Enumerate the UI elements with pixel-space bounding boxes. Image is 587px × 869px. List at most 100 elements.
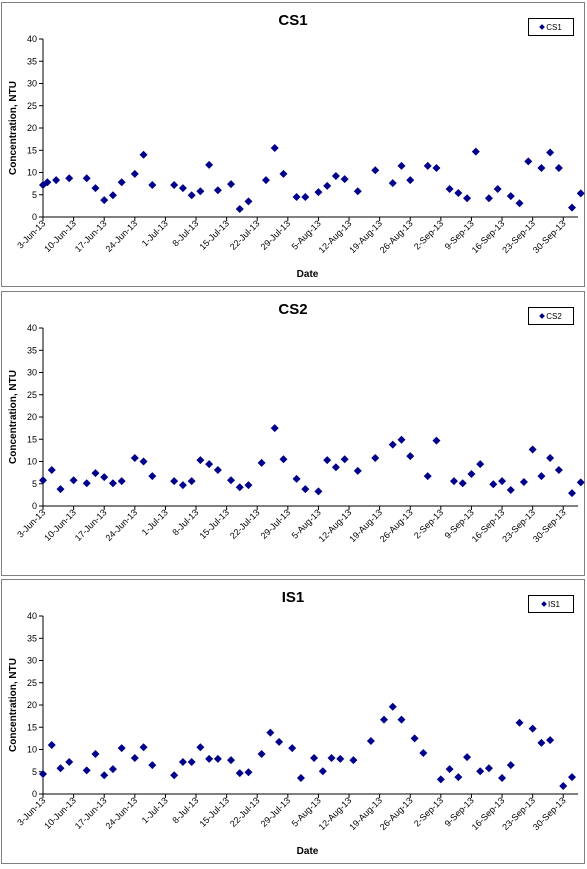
y-tick-label: 10: [27, 457, 37, 467]
data-point: [139, 150, 148, 159]
data-point: [301, 192, 310, 201]
y-tick-label: 15: [27, 722, 37, 732]
data-point: [270, 144, 279, 153]
x-tick-label: 30-Sep-13: [531, 507, 568, 544]
y-tick-label: 20: [27, 123, 37, 133]
y-tick-label: 40: [27, 611, 37, 621]
data-point: [454, 773, 463, 782]
y-tick-label: 40: [27, 34, 37, 44]
x-tick-label: 24-Jun-13: [103, 507, 139, 543]
data-point: [559, 781, 568, 790]
data-point: [463, 194, 472, 203]
data-point: [39, 476, 47, 485]
data-point: [288, 744, 297, 753]
x-tick-label: 17-Jun-13: [73, 218, 109, 254]
y-tick-label: 25: [27, 101, 37, 111]
data-point: [458, 479, 467, 488]
data-point: [546, 736, 555, 745]
chart-title: CS2: [278, 301, 308, 318]
data-point: [445, 765, 454, 774]
data-point: [108, 479, 117, 488]
data-point: [187, 477, 196, 486]
data-point: [554, 164, 563, 173]
y-axis-label: Concentration, NTU: [8, 370, 19, 464]
data-point: [170, 180, 179, 189]
data-point: [139, 743, 148, 752]
data-point: [423, 161, 432, 170]
data-point: [576, 189, 585, 198]
y-tick-label: 15: [27, 145, 37, 155]
y-tick-label: 15: [27, 434, 37, 444]
data-point: [266, 728, 275, 737]
y-tick-label: 0: [32, 501, 37, 511]
data-point: [476, 460, 485, 469]
x-tick-label: 17-Jun-13: [73, 795, 109, 831]
x-tick-label: 8-Jul-13: [170, 218, 200, 248]
data-point: [39, 769, 47, 778]
data-point: [515, 199, 524, 208]
y-tick-label: 35: [27, 345, 37, 355]
data-point: [47, 741, 56, 750]
data-point: [323, 456, 332, 465]
x-tick-label: 15-Jul-13: [197, 507, 231, 541]
data-point: [568, 773, 576, 782]
data-point: [213, 186, 222, 195]
data-point: [279, 455, 288, 464]
x-tick-label: 1-Jul-13: [140, 507, 170, 537]
data-point: [310, 753, 319, 762]
data-point: [196, 456, 205, 465]
data-point: [432, 164, 441, 173]
data-point: [43, 178, 52, 187]
chart-svg-is1: 05101520253035403-Jun-1310-Jun-1317-Jun-…: [8, 611, 578, 857]
y-tick-label: 5: [32, 190, 37, 200]
x-tick-label: 29-Jul-13: [259, 507, 293, 541]
x-tick-label: 2-Sep-13: [412, 218, 445, 251]
chart-legend: IS1: [528, 595, 574, 613]
data-point: [568, 489, 576, 498]
data-point: [257, 458, 266, 467]
x-tick-label: 30-Sep-13: [531, 218, 568, 255]
x-tick-label: 30-Sep-13: [531, 795, 568, 832]
data-point: [546, 453, 555, 462]
x-tick-label: 22-Jul-13: [228, 507, 262, 541]
data-point: [336, 754, 345, 763]
data-point: [100, 473, 109, 482]
y-tick-label: 30: [27, 656, 37, 666]
legend-marker-icon: [539, 24, 546, 30]
data-point: [436, 775, 445, 784]
data-point: [340, 175, 349, 184]
chart-legend: CS2: [528, 307, 574, 325]
data-point: [91, 469, 100, 478]
chart-title: CS1: [278, 12, 308, 29]
data-point: [148, 761, 157, 770]
x-tick-label: 22-Jul-13: [228, 218, 262, 252]
data-point: [340, 455, 349, 464]
data-point: [91, 749, 100, 758]
x-tick-label: 17-Jun-13: [73, 507, 109, 543]
x-tick-label: 1-Jul-13: [140, 795, 170, 825]
data-point: [130, 453, 139, 462]
legend-label: IS1: [547, 599, 560, 609]
legend-marker-icon: [539, 313, 546, 319]
x-tick-label: 24-Jun-13: [103, 218, 139, 254]
data-point: [270, 424, 279, 433]
data-point: [498, 773, 507, 782]
data-point: [56, 764, 65, 773]
data-point: [423, 472, 432, 481]
data-point: [467, 469, 476, 478]
data-point: [178, 757, 187, 766]
data-point: [323, 181, 332, 190]
data-point: [100, 771, 109, 780]
chart-svg-cs1: 05101520253035403-Jun-1310-Jun-1317-Jun-…: [8, 34, 585, 280]
data-point: [235, 204, 244, 213]
data-point: [410, 734, 419, 743]
data-point: [498, 477, 507, 486]
legend-label: CS2: [546, 311, 562, 321]
data-point: [568, 203, 576, 212]
y-tick-label: 35: [27, 56, 37, 66]
data-point: [148, 180, 157, 189]
data-point: [117, 178, 126, 187]
y-tick-label: 25: [27, 390, 37, 400]
data-point: [82, 766, 91, 775]
data-point: [524, 157, 533, 166]
